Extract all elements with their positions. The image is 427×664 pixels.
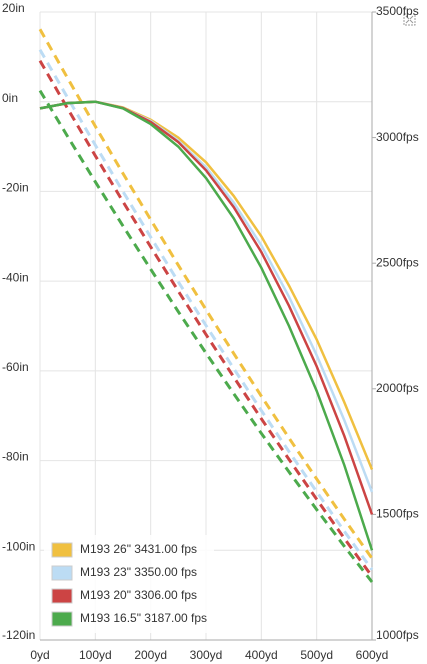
velocity-line (38, 28, 374, 560)
y2-tick-label: 1500fps (376, 507, 419, 521)
x-tick-label: 100yd (79, 648, 112, 662)
icon-arrows[interactable] (405, 15, 414, 24)
x-tick-label: 600yd (356, 648, 389, 662)
y2-tick-label: 2000fps (376, 381, 419, 395)
x-tick-label: 200yd (134, 648, 167, 662)
x-tick-label: 0yd (30, 648, 49, 662)
y2-tick-label: 3000fps (376, 130, 419, 144)
y2-tick-label: 2500fps (376, 255, 419, 269)
legend-label: M193 23" 3350.00 fps (80, 565, 197, 579)
y-tick-label: -60in (2, 360, 29, 374)
x-tick-label: 400yd (245, 648, 278, 662)
y-tick-label: 0in (2, 91, 18, 105)
icon-box[interactable] (403, 13, 416, 26)
legend-label: M193 26" 3431.00 fps (80, 542, 197, 556)
y2-tick-label: 1000fps (376, 628, 419, 642)
legend-swatch (51, 611, 73, 627)
y-tick-label: -20in (2, 181, 29, 195)
y-tick-label: -80in (2, 450, 29, 464)
legend-swatch (51, 542, 73, 558)
expand-icon[interactable] (403, 13, 416, 26)
legend-swatch (51, 588, 73, 604)
legend-label: M193 20" 3306.00 fps (80, 588, 197, 602)
velocity-line (38, 48, 374, 571)
legend-swatch (51, 565, 73, 581)
velocity-line (38, 89, 374, 583)
legend-label: M193 16.5" 3187.00 fps (80, 611, 207, 625)
velocity-line (38, 59, 374, 578)
y-tick-label: -120in (2, 628, 35, 642)
y-tick-label: -40in (2, 270, 29, 284)
x-tick-label: 300yd (190, 648, 223, 662)
y-tick-label: -100in (2, 539, 35, 553)
legend: M193 26" 3431.00 fps M193 23" 3350.00 fps… (44, 535, 214, 633)
y2-tick-label: 3500fps (376, 4, 419, 18)
trajectory-line (39, 100, 374, 551)
x-tick-label: 500yd (300, 648, 333, 662)
y-tick-label: 20in (2, 1, 25, 15)
